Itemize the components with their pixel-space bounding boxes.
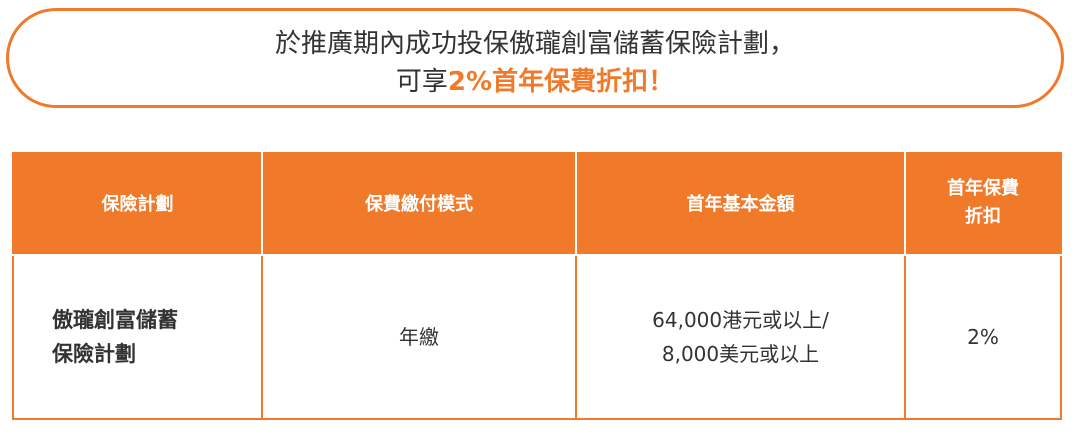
plan-line2: 保險計劃 <box>52 342 136 366</box>
cell-discount: 2% <box>904 254 1062 420</box>
promo-banner: 於推廣期內成功投保傲瓏創富儲蓄保險計劃， 可享2%首年保費折扣！ <box>6 8 1064 108</box>
header-amount: 首年基本金額 <box>575 152 906 256</box>
header-discount: 首年保費 折扣 <box>904 152 1062 256</box>
banner-line2-prefix: 可享 <box>395 67 448 97</box>
header-payment-mode: 保費繳付模式 <box>261 152 577 256</box>
table-row: 傲瓏創富儲蓄 保險計劃 年繳 64,000港元或以上/8,000美元或以上 2% <box>12 254 1062 420</box>
cell-plan: 傲瓏創富儲蓄 保險計劃 <box>12 254 263 420</box>
amount-line1: 64,000港元或以上/ <box>652 308 829 332</box>
plan-line1: 傲瓏創富儲蓄 <box>52 308 178 332</box>
banner-line1: 於推廣期內成功投保傲瓏創富儲蓄保險計劃， <box>274 29 795 59</box>
amount-line2: 8,000美元或以上 <box>661 342 820 366</box>
banner-highlight: 2%首年保費折扣！ <box>447 67 675 97</box>
header-plan: 保險計劃 <box>12 152 263 256</box>
cell-mode: 年繳 <box>261 254 577 420</box>
discount-table: 保險計劃 保費繳付模式 首年基本金額 首年保費 折扣 傲瓏創富儲蓄 保險計劃 年繳… <box>12 152 1062 420</box>
cell-amount: 64,000港元或以上/8,000美元或以上 <box>575 254 906 420</box>
